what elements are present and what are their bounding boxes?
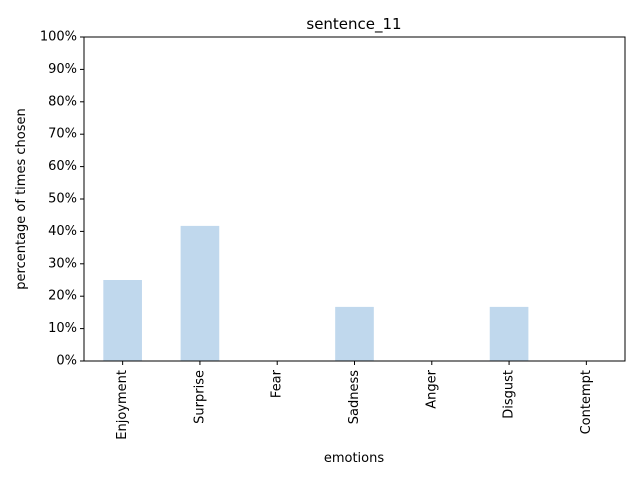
y-tick-label: 90%: [48, 62, 77, 77]
bars-group: [103, 225, 529, 361]
x-axis-ticks: Enjoyment Surprise Fear Sadness Anger Disgust…: [115, 361, 594, 440]
plot-frame: [83, 36, 626, 362]
y-tick-label: 80%: [48, 94, 77, 109]
y-tick-label: 10%: [48, 321, 77, 336]
y-tick-label: 70%: [48, 127, 77, 142]
x-axis-label: emotions: [324, 451, 385, 466]
x-tick-label-sadness: Sadness: [347, 370, 362, 424]
y-axis-ticks: 0% 10% 20% 30% 40% 50% 60% 70% 80% 90% 100%: [40, 30, 84, 369]
bar-sadness: [335, 306, 374, 361]
x-tick-label-surprise: Surprise: [192, 370, 207, 424]
x-tick-label-contempt: Contempt: [579, 370, 594, 434]
bar-enjoyment: [103, 280, 142, 361]
x-tick-label-anger: Anger: [424, 369, 439, 408]
y-tick-label: 60%: [48, 159, 77, 174]
y-tick-label: 30%: [48, 256, 77, 271]
y-tick-label: 0%: [56, 354, 77, 369]
x-tick-label-disgust: Disgust: [502, 370, 517, 419]
y-tick-label: 40%: [48, 224, 77, 239]
bar-surprise: [180, 225, 220, 361]
y-tick-label: 50%: [48, 192, 77, 207]
y-tick-label: 20%: [48, 289, 77, 304]
x-tick-label-fear: Fear: [270, 369, 285, 398]
y-tick-label: 100%: [40, 30, 77, 45]
x-tick-label-enjoyment: Enjoyment: [115, 370, 130, 440]
chart-title: sentence_11: [306, 15, 401, 34]
bar-disgust: [489, 306, 529, 361]
y-axis-label: percentage of times chosen: [14, 108, 29, 289]
